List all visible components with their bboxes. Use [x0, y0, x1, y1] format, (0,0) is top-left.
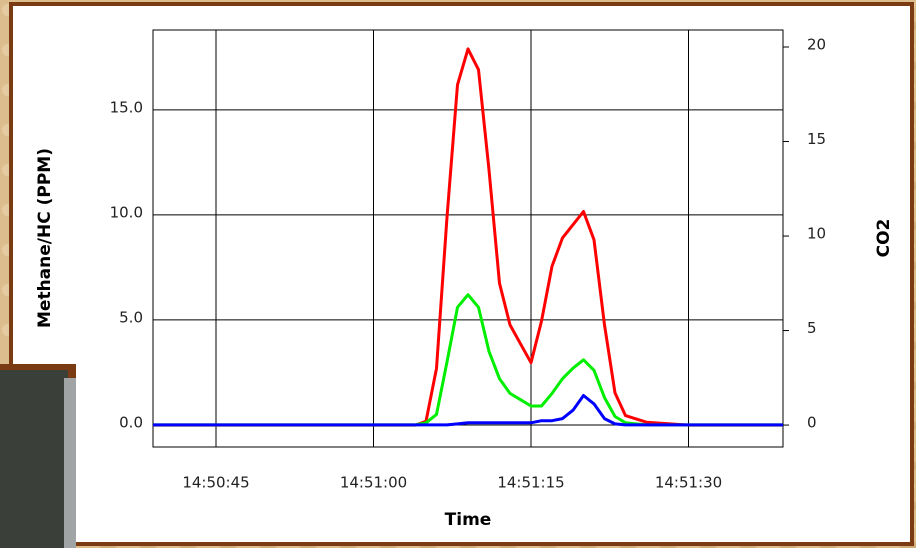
y2-tick-label: 20 — [807, 36, 826, 54]
x-axis-label: Time — [445, 510, 492, 530]
y-tick-label: 0.0 — [119, 413, 143, 431]
y-axis-label: Methane/HC (PPM) — [35, 148, 55, 328]
x-tick-label: 14:51:00 — [340, 474, 407, 492]
x-tick-label: 14:51:30 — [655, 474, 722, 492]
plot: 0.0 5.0 10.0 15.0 0 5 10 15 20 14:50:45 14:51:00 14… — [110, 30, 827, 492]
x-tick-label: 14:51:15 — [497, 474, 564, 492]
y-tick-label: 15.0 — [110, 98, 143, 116]
y2-axis-label: CO2 — [874, 219, 894, 258]
page: {"chart_data": {"type": "line", "x_label… — [0, 0, 916, 548]
photo-edge — [64, 378, 76, 548]
y2-tick-label: 10 — [807, 225, 826, 243]
y2-tick-label: 5 — [807, 319, 817, 337]
y-tick-label: 10.0 — [110, 203, 143, 221]
y2-tick-label: 0 — [807, 414, 817, 432]
photo — [0, 370, 68, 548]
y-tick-label: 5.0 — [119, 308, 143, 326]
y2-tick-label: 15 — [807, 130, 826, 148]
x-tick-label: 14:50:45 — [182, 474, 249, 492]
screen: Methane/HC (PPM) CO2 Time 0.0 5.0 10.0 15.0… — [0, 0, 916, 548]
